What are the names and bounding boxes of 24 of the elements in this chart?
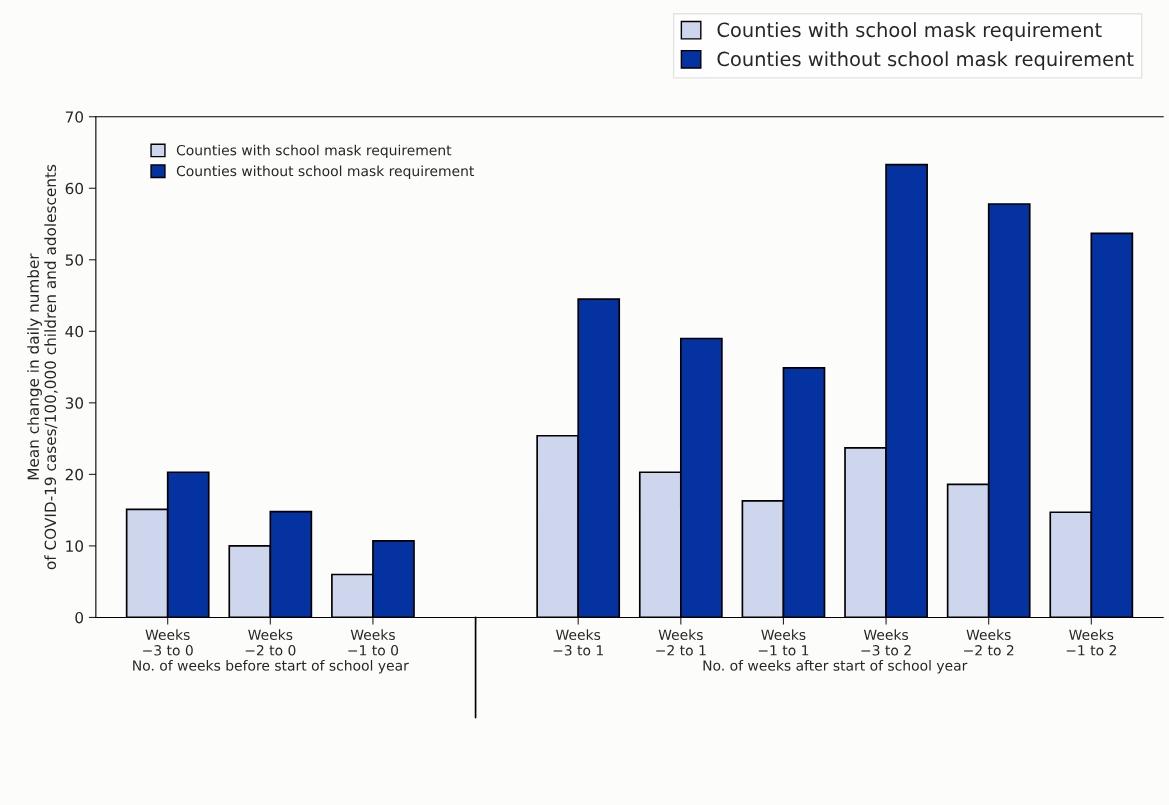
y-tick-label: 40 <box>65 325 84 338</box>
text: No. of weeks before start of school year <box>133 660 409 674</box>
y-tick-label: 10 <box>66 540 84 552</box>
y-tick-label: 50 <box>65 254 84 266</box>
x-tick-label: Weeks −2 to 1 <box>656 629 706 656</box>
x-tick-label: Weeks −1 to 1 <box>758 629 809 656</box>
y-axis-title: Mean change in daily number of COVID-19 cases/100,000 children and adolescents <box>27 164 58 570</box>
x-tick-label: Weeks −2 to 0 <box>245 629 296 656</box>
x-tick-label: Weeks −2 to 2 <box>964 629 1014 656</box>
y-tick-label: 60 <box>65 182 84 195</box>
x-tick-label: Weeks −3 to 2 <box>861 629 911 656</box>
legend-label: Counties without school mask requirement <box>176 165 475 179</box>
legend-label: Counties with school mask requirement <box>176 144 452 159</box>
text: No. of weeks after start of school year <box>703 660 968 674</box>
y-tick-label: 0 <box>75 611 84 624</box>
x-tick-label: Weeks −1 to 2 <box>1066 629 1116 656</box>
y-tick-label: 20 <box>65 468 84 481</box>
x-tick-label: Weeks −3 to 1 <box>553 629 603 656</box>
y-tick-label: 70 <box>65 111 84 123</box>
text: Counties without school mask requirement <box>717 51 1134 71</box>
x-tick-label: Weeks −3 to 0 <box>143 629 193 656</box>
y-tick-label: 30 <box>65 397 84 409</box>
text: Counties with school mask requirement <box>717 22 1102 41</box>
x-tick-label: Weeks −1 to 0 <box>348 629 399 656</box>
